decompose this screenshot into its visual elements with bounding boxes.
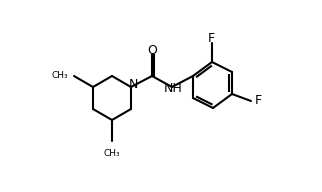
Text: F: F <box>207 31 214 45</box>
Text: F: F <box>254 94 261 108</box>
Text: NH: NH <box>164 81 182 94</box>
Text: CH₃: CH₃ <box>104 149 120 158</box>
Text: CH₃: CH₃ <box>52 71 68 80</box>
Text: O: O <box>147 45 157 57</box>
Text: N: N <box>128 79 138 92</box>
